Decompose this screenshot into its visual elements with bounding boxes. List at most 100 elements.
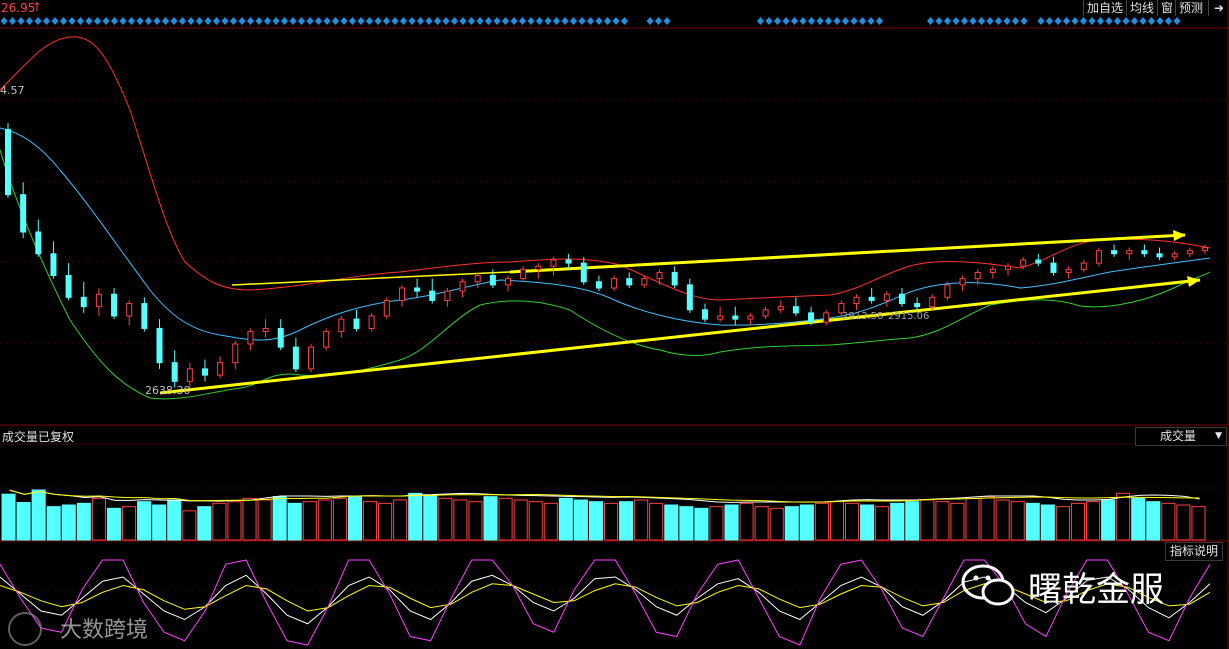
candle-body	[1065, 268, 1072, 273]
signal-diamond	[221, 17, 229, 25]
candle-body	[595, 281, 602, 289]
signal-diamond	[774, 17, 781, 25]
signal-diamond	[527, 17, 535, 25]
signal-diamond	[451, 17, 458, 25]
signal-diamond	[782, 17, 790, 25]
volume-bar	[513, 499, 528, 541]
signal-diamond	[255, 17, 263, 25]
signal-diamond	[833, 17, 841, 25]
volume-bar	[167, 499, 182, 541]
volume-bar	[694, 507, 709, 541]
candle-body	[50, 253, 57, 277]
volume-bar	[950, 502, 965, 541]
volume-selector[interactable]: 成交量 ▼	[1135, 427, 1227, 446]
signal-diamond	[587, 17, 594, 25]
signal-diamond	[1165, 17, 1172, 25]
signal-diamond	[876, 17, 883, 25]
signal-diamond	[179, 17, 186, 25]
volume-bar	[1010, 501, 1025, 541]
signal-diamond	[383, 17, 390, 25]
volume-bar	[227, 501, 242, 541]
volume-bar	[543, 502, 558, 541]
signal-diamond	[366, 17, 373, 25]
signal-diamond	[476, 17, 484, 25]
candle-body	[656, 271, 663, 280]
candle-body	[247, 331, 254, 345]
candle-body	[914, 303, 921, 308]
candle-body	[580, 262, 587, 283]
signal-diamond	[213, 17, 220, 25]
candle-body	[641, 278, 648, 286]
price-mid-label-1: 2913.58	[842, 311, 884, 322]
indicator-help-button[interactable]: 指标说明	[1165, 542, 1224, 561]
signal-diamond	[119, 17, 127, 25]
volume-bar	[935, 501, 950, 541]
candle-body	[35, 231, 42, 255]
volume-bar	[272, 496, 287, 541]
volume-bar	[784, 506, 799, 541]
signal-diamond	[153, 17, 161, 25]
volume-bar	[829, 501, 844, 541]
signal-diamond	[1003, 17, 1011, 25]
candle-body	[868, 296, 875, 301]
candlestick-series	[5, 123, 1208, 389]
window-button[interactable]: 窗	[1157, 0, 1177, 16]
moving-average-button[interactable]: 均线	[1126, 0, 1158, 16]
volume-selector-label: 成交量	[1160, 429, 1197, 443]
add-favorite-button[interactable]: 加自选	[1083, 0, 1127, 16]
signal-diamond	[935, 17, 943, 25]
upper-band-line	[0, 36, 1211, 301]
signal-diamond	[60, 17, 67, 25]
signal-diamond	[1148, 17, 1155, 25]
signal-diamond	[417, 17, 424, 25]
signal-diamond	[230, 17, 237, 25]
signal-diamond	[1097, 17, 1104, 25]
volume-bar	[875, 506, 890, 541]
signal-diamond	[400, 17, 407, 25]
exit-arrow-icon[interactable]: ➜	[1208, 0, 1229, 16]
candle-body	[459, 281, 466, 292]
signal-diamond	[1139, 17, 1147, 25]
signal-diamond	[842, 17, 849, 25]
signal-diamond	[1173, 17, 1181, 25]
volume-bar	[1176, 504, 1191, 541]
candle-body	[444, 290, 451, 301]
signal-diamond	[570, 17, 577, 25]
signal-diamond	[825, 17, 832, 25]
signal-diamond	[1088, 17, 1096, 25]
candle-body	[1020, 259, 1027, 267]
candle-body	[1005, 265, 1012, 270]
volume-bar	[709, 506, 724, 541]
signal-diamond	[323, 17, 331, 25]
signal-diamond	[51, 17, 59, 25]
candle-body	[1141, 250, 1148, 255]
volume-bar	[212, 502, 227, 541]
signal-diamond	[969, 17, 977, 25]
candle-body	[611, 278, 618, 289]
volume-bar	[182, 510, 197, 541]
candle-body	[505, 278, 512, 286]
signal-diamond	[247, 17, 254, 25]
candle-body	[126, 303, 133, 317]
candle-body	[671, 271, 678, 286]
volume-bar	[995, 499, 1010, 541]
signal-diamond	[765, 17, 773, 25]
signal-diamond	[77, 17, 84, 25]
volume-bar	[1, 493, 16, 541]
candle-body	[308, 346, 315, 370]
dropdown-triangle-icon: ▼	[1215, 431, 1222, 441]
candle-body	[853, 296, 860, 305]
signal-diamond	[43, 17, 50, 25]
volume-bar	[197, 506, 212, 541]
candle-body	[701, 309, 708, 320]
signal-diamond	[170, 17, 178, 25]
volume-bar	[679, 506, 694, 541]
volume-bar	[1116, 492, 1131, 541]
signal-diamond	[850, 17, 858, 25]
candle-body	[292, 346, 299, 370]
signal-diamond	[332, 17, 339, 25]
candle-body	[686, 284, 693, 311]
forecast-button[interactable]: 预测	[1175, 0, 1207, 16]
candle-body	[626, 278, 633, 286]
